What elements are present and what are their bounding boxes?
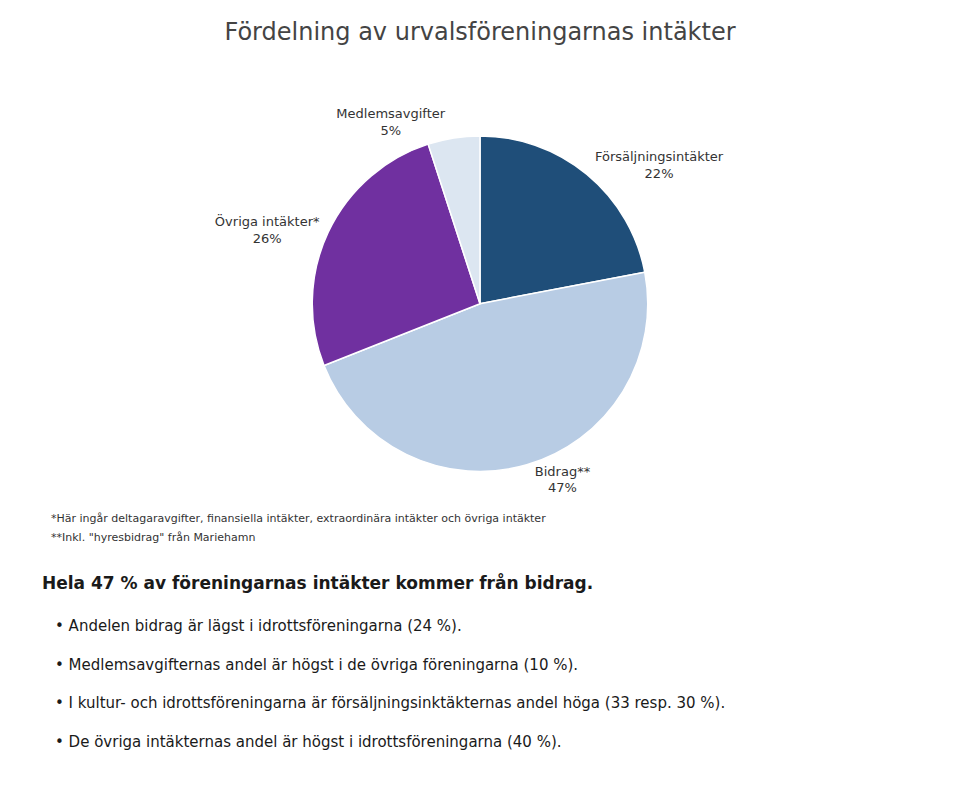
- svg-text:Fördelning av urvalsföreningar: Fördelning av urvalsföreningarnas intäkt…: [224, 18, 735, 46]
- svg-text:Medlemsavgifter5%: Medlemsavgifter5%: [336, 106, 445, 138]
- svg-text:• De övriga intäkternas andel: • De övriga intäkternas andel är högst i…: [55, 733, 562, 751]
- svg-text:• I kultur- och idrottsförenin: • I kultur- och idrottsföreningarna är f…: [55, 694, 725, 712]
- svg-text:**Inkl. "hyresbidrag" från Mar: **Inkl. "hyresbidrag" från Mariehamn: [51, 531, 255, 544]
- svg-text:Övriga intäkter*26%: Övriga intäkter*26%: [215, 213, 320, 246]
- svg-text:Försäljningsintäkter22%: Försäljningsintäkter22%: [595, 149, 724, 181]
- svg-text:*Här ingår deltagaravgifter, f: *Här ingår deltagaravgifter, finansiella…: [51, 512, 546, 525]
- svg-text:• Andelen bidrag är lägst i id: • Andelen bidrag är lägst i idrottsfören…: [55, 617, 462, 635]
- svg-text:Hela 47 % av föreningarnas int: Hela 47 % av föreningarnas intäkter komm…: [42, 572, 593, 593]
- svg-text:Bidrag**47%: Bidrag**47%: [535, 464, 591, 496]
- svg-text:• Medlemsavgifternas andel är: • Medlemsavgifternas andel är högst i de…: [55, 656, 578, 674]
